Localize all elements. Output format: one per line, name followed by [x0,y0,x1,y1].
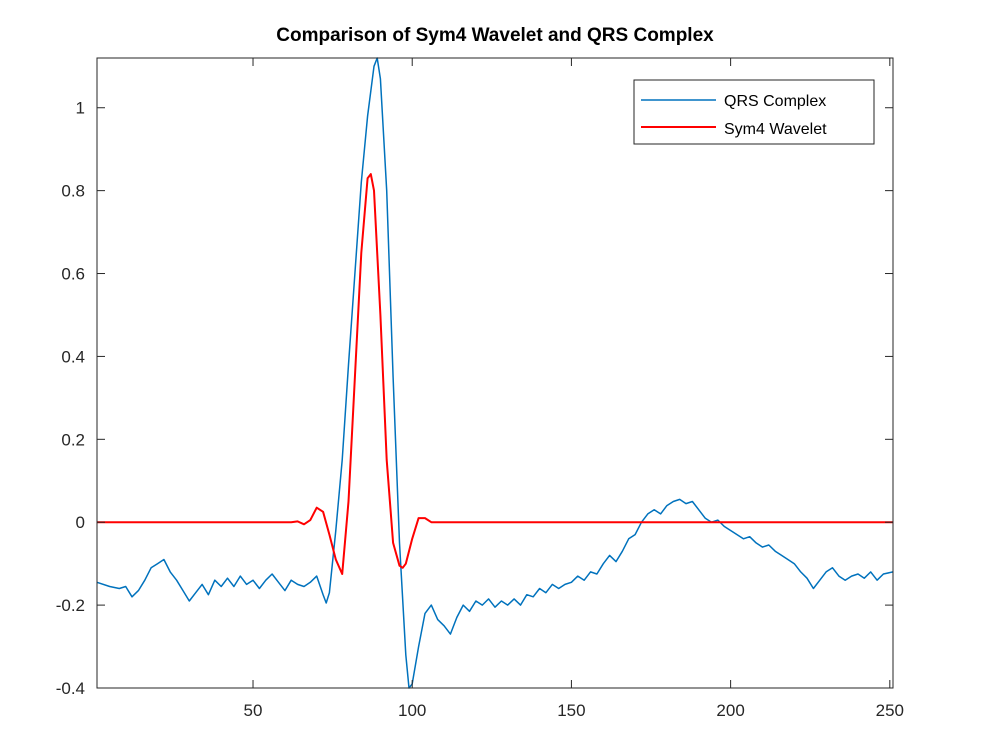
y-tick-label: 0 [76,513,85,532]
x-tick-label: 50 [244,701,263,720]
legend-label-sym4-wavelet: Sym4 Wavelet [724,121,827,138]
y-tick-label: -0.4 [56,679,85,698]
plot-area [97,58,893,688]
x-tick-label: 150 [557,701,585,720]
chart-title: Comparison of Sym4 Wavelet and QRS Compl… [276,25,714,46]
legend: QRS Complex Sym4 Wavelet [633,79,875,145]
y-tick-label: -0.2 [56,596,85,615]
x-tick-label: 100 [398,701,426,720]
y-tick-label: 1 [76,99,85,118]
y-axis: -0.4 -0.2 0 0.2 0.4 0.6 0.8 1 [56,99,893,698]
x-axis: 50 100 150 200 250 [244,58,904,720]
x-tick-label: 250 [876,701,904,720]
legend-box [633,79,875,145]
y-tick-label: 0.8 [61,182,85,201]
x-tick-label: 200 [716,701,744,720]
series-layer [96,57,894,689]
y-tick-label: 0.4 [61,347,85,366]
y-tick-label: 0.6 [61,265,85,284]
series-line-qrs-complex [96,57,894,689]
y-tick-label: 0.2 [61,430,85,449]
plot-border [96,57,894,689]
legend-label-qrs-complex: QRS Complex [724,93,826,110]
series-line-sym4-wavelet [97,173,893,575]
